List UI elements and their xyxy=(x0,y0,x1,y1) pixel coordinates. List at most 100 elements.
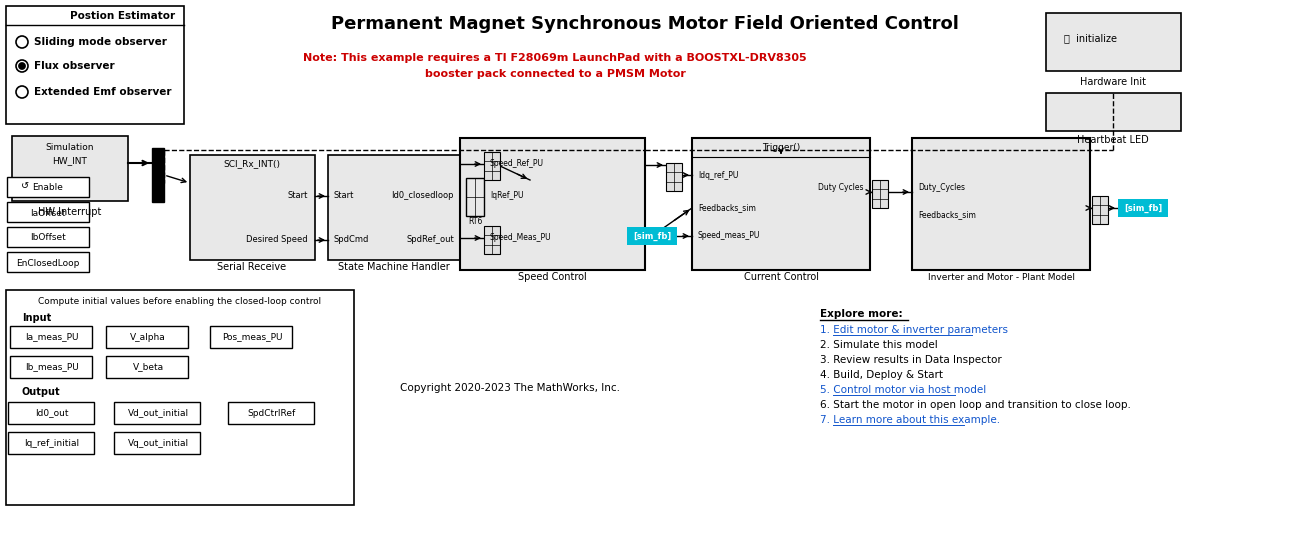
Bar xyxy=(693,138,870,270)
Bar xyxy=(10,326,92,348)
Text: Feedbacks_sim: Feedbacks_sim xyxy=(918,211,975,219)
Bar xyxy=(228,402,314,424)
Text: Compute initial values before enabling the closed-loop control: Compute initial values before enabling t… xyxy=(39,298,322,306)
Text: [sim_fb]: [sim_fb] xyxy=(1124,203,1162,213)
Bar xyxy=(189,155,315,260)
Text: Duty_Cycles: Duty_Cycles xyxy=(918,183,965,193)
Text: Desired Speed: Desired Speed xyxy=(246,236,307,244)
Text: V_beta: V_beta xyxy=(132,362,163,372)
Bar xyxy=(484,226,501,254)
Text: V_alpha: V_alpha xyxy=(130,332,166,342)
Text: Heartbeat LED: Heartbeat LED xyxy=(1077,135,1149,145)
Bar xyxy=(152,148,163,202)
Text: Vd_out_initial: Vd_out_initial xyxy=(127,409,188,417)
Bar xyxy=(665,163,682,191)
Text: Inverter and Motor - Plant Model: Inverter and Motor - Plant Model xyxy=(927,273,1074,281)
Bar xyxy=(6,6,184,124)
Text: Serial Receive: Serial Receive xyxy=(218,262,287,272)
Text: IaOffset: IaOffset xyxy=(30,208,66,218)
Text: RT6: RT6 xyxy=(468,218,482,226)
Text: Vq_out_initial: Vq_out_initial xyxy=(127,438,188,448)
Text: Input: Input xyxy=(22,313,52,323)
Bar xyxy=(106,326,188,348)
Text: 1. Edit motor & inverter parameters: 1. Edit motor & inverter parameters xyxy=(820,325,1008,335)
Text: HW Interrupt: HW Interrupt xyxy=(39,207,101,217)
Text: Trigger(): Trigger() xyxy=(761,143,800,151)
Bar xyxy=(106,356,188,378)
Bar xyxy=(8,432,93,454)
Text: Speed_meas_PU: Speed_meas_PU xyxy=(698,232,760,240)
Text: HW_INT: HW_INT xyxy=(53,157,87,165)
Bar xyxy=(484,152,501,180)
Text: Ia_meas_PU: Ia_meas_PU xyxy=(25,332,79,342)
Text: 4. Build, Deploy & Start: 4. Build, Deploy & Start xyxy=(820,370,943,380)
Text: SpdCmd: SpdCmd xyxy=(335,236,370,244)
Text: Iq_ref_initial: Iq_ref_initial xyxy=(25,438,79,448)
Bar xyxy=(1118,199,1169,217)
Text: Note: This example requires a TI F28069m LaunchPad with a BOOSTXL-DRV8305: Note: This example requires a TI F28069m… xyxy=(303,53,807,63)
Bar xyxy=(114,432,200,454)
Bar xyxy=(12,136,128,201)
Text: 5. Control motor via host model: 5. Control motor via host model xyxy=(820,385,986,395)
Bar xyxy=(6,252,89,272)
Text: Output: Output xyxy=(22,387,61,397)
Text: Hardware Init: Hardware Init xyxy=(1080,77,1147,87)
Text: Current Control: Current Control xyxy=(743,272,818,282)
Bar xyxy=(210,326,292,348)
Bar xyxy=(626,227,677,245)
Text: Permanent Magnet Synchronous Motor Field Oriented Control: Permanent Magnet Synchronous Motor Field… xyxy=(331,15,958,33)
Text: [sim_fb]: [sim_fb] xyxy=(633,231,671,240)
Text: IqRef_PU: IqRef_PU xyxy=(490,191,524,201)
Bar xyxy=(1045,13,1182,71)
Bar xyxy=(6,202,89,222)
Bar xyxy=(466,178,484,216)
Text: EnClosedLoop: EnClosedLoop xyxy=(17,258,79,268)
Text: Explore more:: Explore more: xyxy=(820,309,903,319)
Text: Speed_Meas_PU: Speed_Meas_PU xyxy=(490,232,551,242)
Text: Enable: Enable xyxy=(32,183,64,193)
Text: Flux observer: Flux observer xyxy=(34,61,114,71)
Text: Id0_out: Id0_out xyxy=(35,409,69,417)
Text: Id0_closedloop: Id0_closedloop xyxy=(392,191,454,201)
Text: Extended Emf observer: Extended Emf observer xyxy=(34,87,171,97)
Text: Duty Cycles: Duty Cycles xyxy=(817,183,863,193)
Text: Copyright 2020-2023 The MathWorks, Inc.: Copyright 2020-2023 The MathWorks, Inc. xyxy=(399,383,620,393)
Bar xyxy=(912,138,1089,270)
Text: ↺: ↺ xyxy=(21,181,29,191)
Text: 3. Review results in Data Inspector: 3. Review results in Data Inspector xyxy=(820,355,1001,365)
Text: Speed_Ref_PU: Speed_Ref_PU xyxy=(490,159,543,169)
Bar xyxy=(114,402,200,424)
Text: booster pack connected to a PMSM Motor: booster pack connected to a PMSM Motor xyxy=(424,69,685,79)
Text: SpdCtrlRef: SpdCtrlRef xyxy=(248,409,296,417)
Bar xyxy=(16,178,34,193)
Bar xyxy=(6,290,354,505)
Bar xyxy=(6,227,89,247)
Bar xyxy=(8,402,93,424)
Text: Sliding mode observer: Sliding mode observer xyxy=(34,37,167,47)
Bar xyxy=(460,138,645,270)
Text: Simulation: Simulation xyxy=(45,144,95,152)
Bar xyxy=(6,177,89,197)
Text: Start: Start xyxy=(335,191,354,201)
Text: 6. Start the motor in open loop and transition to close loop.: 6. Start the motor in open loop and tran… xyxy=(820,400,1131,410)
Text: SpdRef_out: SpdRef_out xyxy=(406,236,454,244)
Text: Postion Estimator: Postion Estimator xyxy=(70,11,175,21)
Text: SCI_Rx_INT(): SCI_Rx_INT() xyxy=(223,159,280,169)
Text: State Machine Handler: State Machine Handler xyxy=(339,262,450,272)
Text: Start: Start xyxy=(288,191,307,201)
Text: Pos_meas_PU: Pos_meas_PU xyxy=(222,332,283,342)
Text: IbOffset: IbOffset xyxy=(30,233,66,243)
Bar xyxy=(10,356,92,378)
Bar xyxy=(328,155,460,260)
Text: ⏻  initialize: ⏻ initialize xyxy=(1064,33,1117,43)
Bar xyxy=(1045,93,1182,131)
Text: 2. Simulate this model: 2. Simulate this model xyxy=(820,340,938,350)
Text: 7. Learn more about this example.: 7. Learn more about this example. xyxy=(820,415,1000,425)
Text: Ib_meas_PU: Ib_meas_PU xyxy=(25,362,79,372)
Bar xyxy=(872,180,888,208)
Text: Feedbacks_sim: Feedbacks_sim xyxy=(698,203,756,213)
Text: Speed Control: Speed Control xyxy=(518,272,586,282)
Text: Idq_ref_PU: Idq_ref_PU xyxy=(698,170,738,180)
Circle shape xyxy=(18,63,26,70)
Bar xyxy=(1092,196,1108,224)
